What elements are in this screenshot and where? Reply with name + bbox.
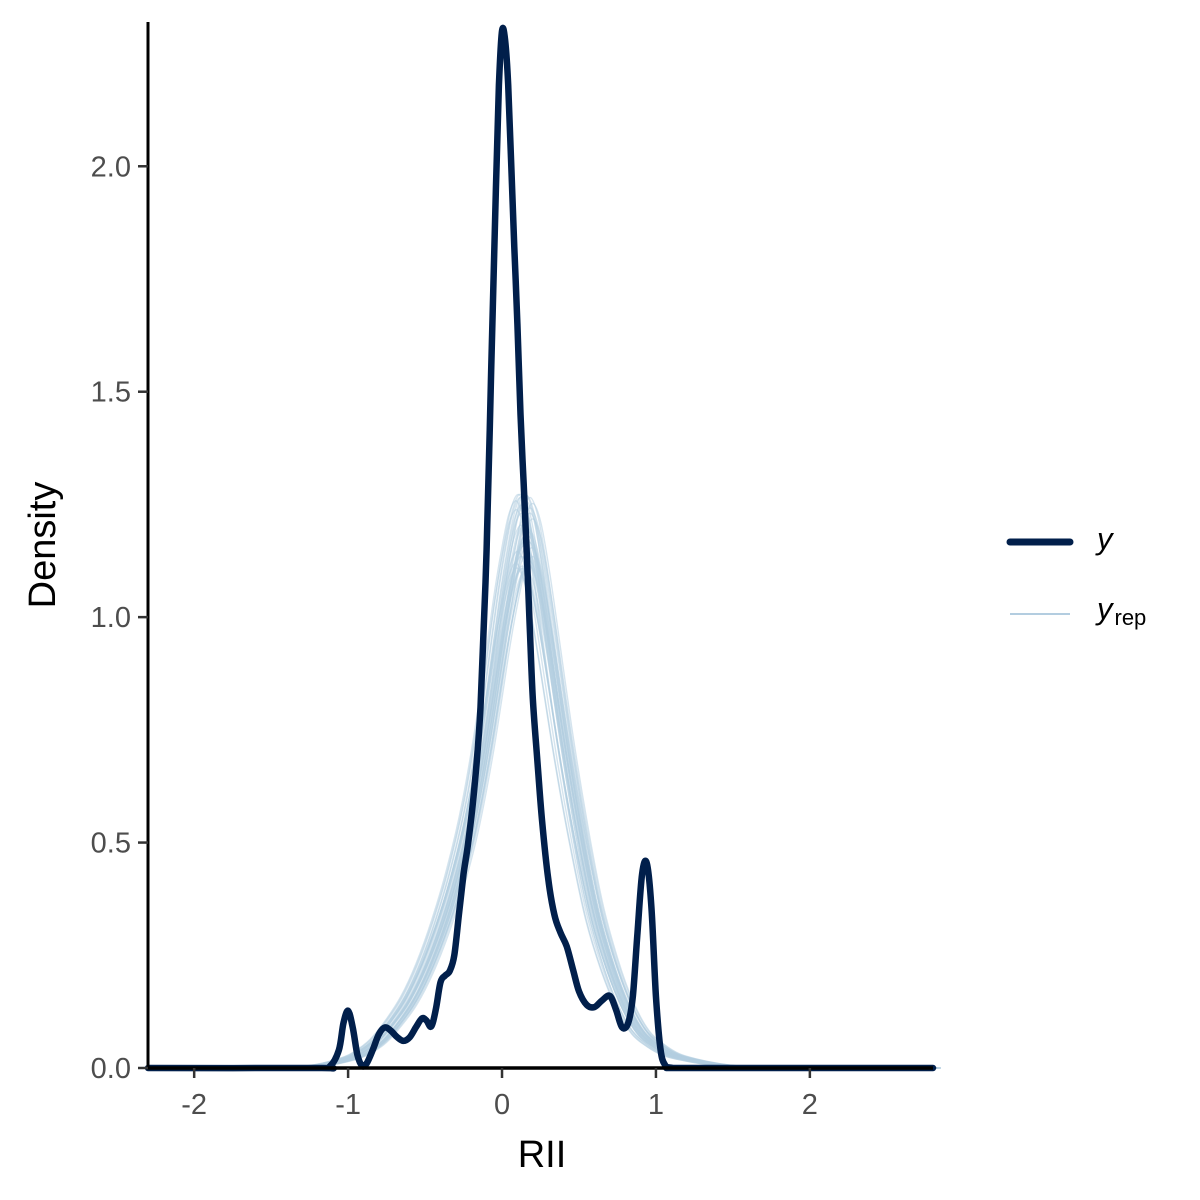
axes: 0.0 0.5 1.0 1.5 2.0 -2 -1 0 1 2 bbox=[91, 22, 933, 1121]
y-tick-label: 0.0 bbox=[91, 1053, 131, 1085]
x-tick-label: 0 bbox=[494, 1089, 510, 1121]
observed-density-curve bbox=[144, 24, 937, 1072]
legend-label-yrep-main: y bbox=[1095, 591, 1115, 626]
legend-label-y: y bbox=[1095, 521, 1115, 556]
y-density-line bbox=[144, 24, 937, 1072]
x-tick-label: 2 bbox=[802, 1089, 818, 1121]
x-axis-title: RII bbox=[518, 1134, 567, 1176]
yrep-draw-line bbox=[145, 567, 931, 1069]
x-tick-label: -2 bbox=[181, 1089, 207, 1121]
y-axis-title: Density bbox=[22, 482, 64, 609]
legend: y yrep bbox=[1006, 521, 1146, 630]
y-tick-label: 2.0 bbox=[91, 151, 131, 183]
x-tick-label: -1 bbox=[335, 1089, 361, 1121]
legend-label-yrep-sub: rep bbox=[1115, 605, 1147, 630]
legend-label-yrep: yrep bbox=[1095, 591, 1146, 630]
yrep-draw-line bbox=[145, 565, 931, 1069]
y-tick-label: 0.5 bbox=[91, 828, 131, 860]
yrep-draw-line bbox=[155, 518, 942, 1069]
y-tick-label: 1.5 bbox=[91, 377, 131, 409]
yrep-draw-line bbox=[155, 555, 941, 1069]
y-tick-label: 1.0 bbox=[91, 602, 131, 634]
yrep-draw-line bbox=[145, 568, 931, 1069]
x-tick-label: 1 bbox=[648, 1089, 664, 1121]
